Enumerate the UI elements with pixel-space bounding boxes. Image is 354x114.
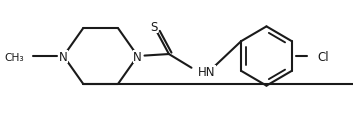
Text: N: N <box>59 50 68 63</box>
Text: N: N <box>133 50 142 63</box>
Text: CH₃: CH₃ <box>4 53 23 62</box>
Text: S: S <box>150 21 158 34</box>
Text: HN: HN <box>198 66 216 79</box>
Text: Cl: Cl <box>317 50 329 63</box>
